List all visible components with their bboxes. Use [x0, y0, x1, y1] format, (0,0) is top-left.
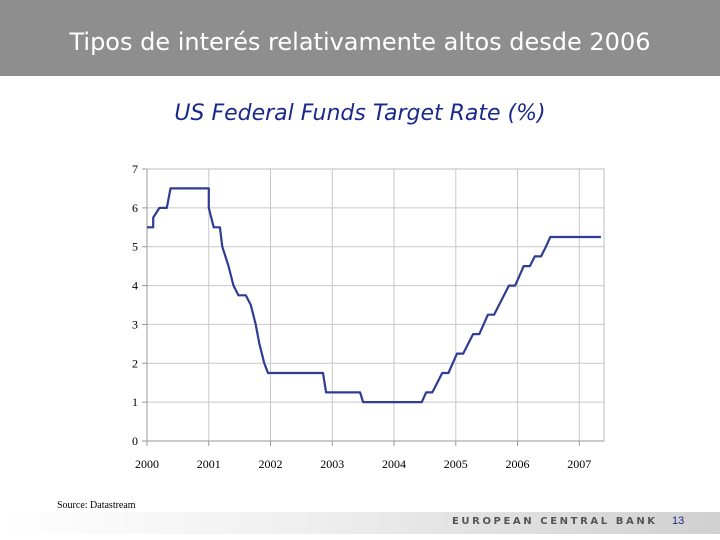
series	[147, 187, 601, 404]
y-tick-label: 1	[132, 395, 138, 409]
page-number: 13	[672, 515, 685, 527]
footer-band	[0, 512, 720, 534]
series-line	[147, 187, 601, 404]
grid-lines	[146, 168, 604, 442]
x-tick-label: 2006	[506, 457, 530, 471]
plot-border	[146, 168, 605, 442]
y-tick-label: 7	[132, 162, 138, 176]
x-tick-label: 2004	[382, 457, 406, 471]
y-tick-label: 0	[132, 434, 138, 448]
x-tick-label: 2001	[197, 457, 221, 471]
x-tick-label: 2000	[135, 457, 159, 471]
y-tick-label: 3	[132, 317, 138, 331]
x-tick-label: 2003	[320, 457, 344, 471]
tick-labels: 0 1 2 3 4 5 6 7 2000 2001 2002 2003 2004 2005 2006 2007	[132, 162, 591, 471]
title-bar	[0, 0, 720, 76]
y-tick-label: 6	[132, 201, 138, 215]
x-tick-label: 2005	[444, 457, 468, 471]
y-tick-label: 2	[132, 356, 138, 370]
slide-title: Tipos de interés relativamente altos des…	[69, 28, 651, 56]
y-tick-label: 4	[132, 279, 138, 293]
source-note: Source: Datastream	[57, 500, 136, 511]
footer-bank-name: EUROPEAN CENTRAL BANK	[452, 516, 658, 527]
axes	[142, 168, 605, 446]
x-tick-label: 2002	[259, 457, 283, 471]
y-tick-label: 5	[132, 240, 138, 254]
chart-title: US Federal Funds Target Rate (%)	[174, 101, 546, 126]
x-tick-label: 2007	[567, 457, 591, 471]
